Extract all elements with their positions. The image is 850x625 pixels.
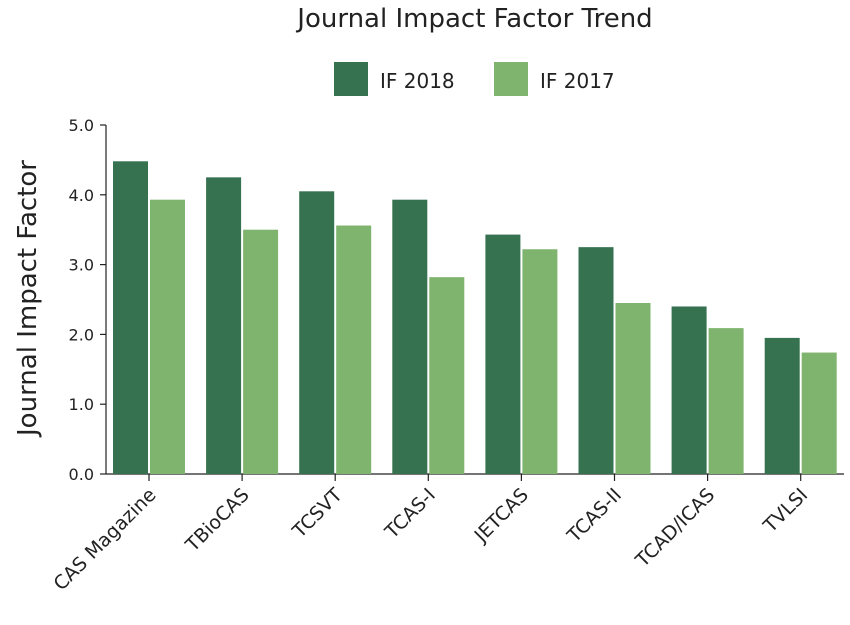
bar-if-2018 [671,306,707,474]
bar-if-2017 [801,352,837,474]
y-tick-label: 3.0 [69,256,94,275]
bar-if-2018 [392,199,428,474]
y-axis-label: Journal Impact Factor [13,160,43,438]
bar-if-2017 [708,328,744,474]
x-tick-label: TCAS-II [562,484,626,548]
bar-if-2018 [113,161,148,474]
bar-if-2017 [615,302,651,474]
plot-area: 0.0 1.0 2.0 3.0 4.0 5.0 CAS Magazine TBioCAS TCS… [49,116,844,595]
bar-if-2017 [150,199,185,474]
chart-title: Journal Impact Factor Trend [295,4,652,34]
x-tick-label: TCAD/ICAS [631,484,719,572]
legend-label-if-2018: IF 2018 [380,69,455,93]
y-tick-label: 4.0 [69,186,94,205]
bar-if-2018 [578,247,614,474]
bar-if-2018 [206,177,242,474]
legend-swatch-if-2017 [494,62,528,96]
bar-if-2017 [336,225,372,474]
legend: IF 2018 IF 2017 [334,62,615,96]
x-tick-label: TCAS-I [380,484,440,544]
x-tick-label: TBioCAS [181,484,254,557]
y-tick-label: 2.0 [69,325,94,344]
legend-label-if-2017: IF 2017 [540,69,615,93]
y-tick-label: 0.0 [69,465,94,484]
y-tick-label: 5.0 [69,116,94,135]
x-tick-label: TCSVT [288,484,347,543]
bar-if-2018 [764,337,800,474]
x-tick-label: JETCAS [470,484,533,547]
y-tick-label: 1.0 [69,395,94,414]
x-tick-label: CAS Magazine [49,484,160,595]
bar-if-2018 [299,191,335,474]
bar-if-2017 [522,249,558,474]
legend-swatch-if-2018 [334,62,368,96]
x-tick-label: TVLSI [759,484,813,538]
bar-if-2018 [485,234,521,474]
bar-if-2017 [243,229,279,474]
bar-if-2017 [429,277,465,474]
